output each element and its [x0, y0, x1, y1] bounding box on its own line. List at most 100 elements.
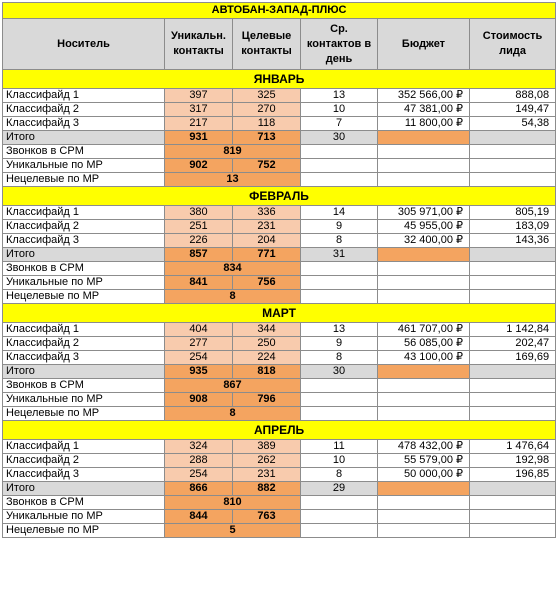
unique-mp-unique: 902 [164, 158, 233, 173]
nontarget-mp-row: Нецелевые по МР 8 [2, 406, 557, 421]
unique-contacts: 226 [164, 233, 233, 248]
unique-contacts: 217 [164, 116, 233, 131]
empty-cell [377, 261, 470, 276]
empty-cell [468, 275, 557, 290]
avg-contacts: 10 [300, 102, 378, 117]
unique-mp-target: 796 [232, 392, 301, 407]
carrier-name: Классифайд 3 [2, 116, 165, 131]
avg-contacts: 13 [300, 88, 378, 103]
table-row: Классифайд 1 324 389 11 478 432,00 ₽1 476,64 [2, 439, 557, 454]
total-unique: 931 [164, 130, 233, 145]
header-unique: Уникальн. контакты [164, 18, 233, 70]
empty-cell [300, 172, 378, 187]
table-row: Классифайд 2 251 231 9 45 955,00 ₽183,09 [2, 219, 557, 234]
total-unique: 866 [164, 481, 233, 496]
unique-mp-label: Уникальные по МР [2, 392, 165, 407]
calls-cpm-row: Звонков в CPM 810 [2, 495, 557, 510]
header-avg: Ср. контактов в день [300, 18, 378, 70]
nontarget-mp-label: Нецелевые по МР [2, 289, 165, 304]
avg-contacts: 8 [300, 350, 378, 365]
calls-cpm-value: 834 [164, 261, 301, 276]
total-unique: 935 [164, 364, 233, 379]
total-row: Итого 857 771 31 [2, 247, 557, 262]
empty-cell [300, 158, 378, 173]
unique-contacts: 317 [164, 102, 233, 117]
empty-cell [468, 495, 557, 510]
avg-contacts: 8 [300, 467, 378, 482]
nontarget-mp-label: Нецелевые по МР [2, 172, 165, 187]
empty-cell [377, 495, 470, 510]
empty-cell [300, 523, 378, 538]
unique-mp-target: 763 [232, 509, 301, 524]
table-row: Классифайд 3 226 204 8 32 400,00 ₽143,36 [2, 233, 557, 248]
nontarget-mp-row: Нецелевые по МР 13 [2, 172, 557, 187]
total-budget-cell [377, 481, 470, 496]
budget: 45 955,00 ₽ [377, 219, 470, 234]
nontarget-mp-row: Нецелевые по МР 8 [2, 289, 557, 304]
carrier-name: Классифайд 3 [2, 233, 165, 248]
table-row: Классифайд 1 397 325 13 352 566,00 ₽888,08 [2, 88, 557, 103]
total-avg: 30 [300, 130, 378, 145]
empty-cell [300, 509, 378, 524]
carrier-name: Классифайд 1 [2, 322, 165, 337]
month-header-row: АПРЕЛЬ [1, 420, 557, 440]
carrier-name: Классифайд 2 [2, 102, 165, 117]
header-row: Носитель Уникальн. контакты Целевые конт… [2, 18, 557, 70]
nontarget-mp-value: 5 [164, 523, 301, 538]
month-header-row: ФЕВРАЛЬ [1, 186, 557, 206]
table-row: Классифайд 2 317 270 10 47 381,00 ₽149,47 [2, 102, 557, 117]
unique-contacts: 324 [164, 439, 233, 454]
nontarget-mp-value: 13 [164, 172, 301, 187]
month-header-row: МАРТ [1, 303, 557, 323]
total-label: Итого [2, 481, 165, 496]
target-contacts: 325 [232, 88, 301, 103]
target-contacts: 231 [232, 219, 301, 234]
unique-mp-label: Уникальные по МР [2, 275, 165, 290]
table-row: Классифайд 1 380 336 14 305 971,00 ₽805,19 [2, 205, 557, 220]
carrier-name: Классифайд 1 [2, 88, 165, 103]
report-table: АВТОБАН-ЗАПАД-ПЛЮС Носитель Уникальн. ко… [1, 2, 557, 538]
target-contacts: 389 [232, 439, 301, 454]
budget: 32 400,00 ₽ [377, 233, 470, 248]
empty-cell [468, 406, 557, 421]
calls-cpm-value: 867 [164, 378, 301, 393]
unique-mp-unique: 908 [164, 392, 233, 407]
lead-cost: 149,47 [468, 102, 557, 117]
carrier-name: Классифайд 1 [2, 205, 165, 220]
empty-cell [468, 261, 557, 276]
empty-cell [377, 158, 470, 173]
empty-cell [468, 158, 557, 173]
empty-cell [468, 378, 557, 393]
unique-contacts: 277 [164, 336, 233, 351]
target-contacts: 250 [232, 336, 301, 351]
empty-cell [300, 392, 378, 407]
carrier-name: Классифайд 3 [2, 467, 165, 482]
total-lead-cell [468, 130, 557, 145]
carrier-name: Классифайд 1 [2, 439, 165, 454]
empty-cell [468, 509, 557, 524]
unique-mp-target: 752 [232, 158, 301, 173]
total-target: 713 [232, 130, 301, 145]
lead-cost: 202,47 [468, 336, 557, 351]
unique-mp-row: Уникальные по МР 902 752 [2, 158, 557, 173]
budget: 478 432,00 ₽ [377, 439, 470, 454]
empty-cell [468, 172, 557, 187]
total-row: Итого 866 882 29 [2, 481, 557, 496]
month-name: АПРЕЛЬ [1, 420, 557, 440]
total-lead-cell [468, 481, 557, 496]
lead-cost: 196,85 [468, 467, 557, 482]
header-budget: Бюджет [377, 18, 470, 70]
budget: 11 800,00 ₽ [377, 116, 470, 131]
table-row: Классифайд 2 288 262 10 55 579,00 ₽192,98 [2, 453, 557, 468]
budget: 352 566,00 ₽ [377, 88, 470, 103]
empty-cell [377, 172, 470, 187]
total-avg: 30 [300, 364, 378, 379]
empty-cell [300, 406, 378, 421]
target-contacts: 270 [232, 102, 301, 117]
target-contacts: 224 [232, 350, 301, 365]
total-row: Итого 935 818 30 [2, 364, 557, 379]
lead-cost: 143,36 [468, 233, 557, 248]
avg-contacts: 11 [300, 439, 378, 454]
unique-mp-label: Уникальные по МР [2, 509, 165, 524]
total-budget-cell [377, 364, 470, 379]
